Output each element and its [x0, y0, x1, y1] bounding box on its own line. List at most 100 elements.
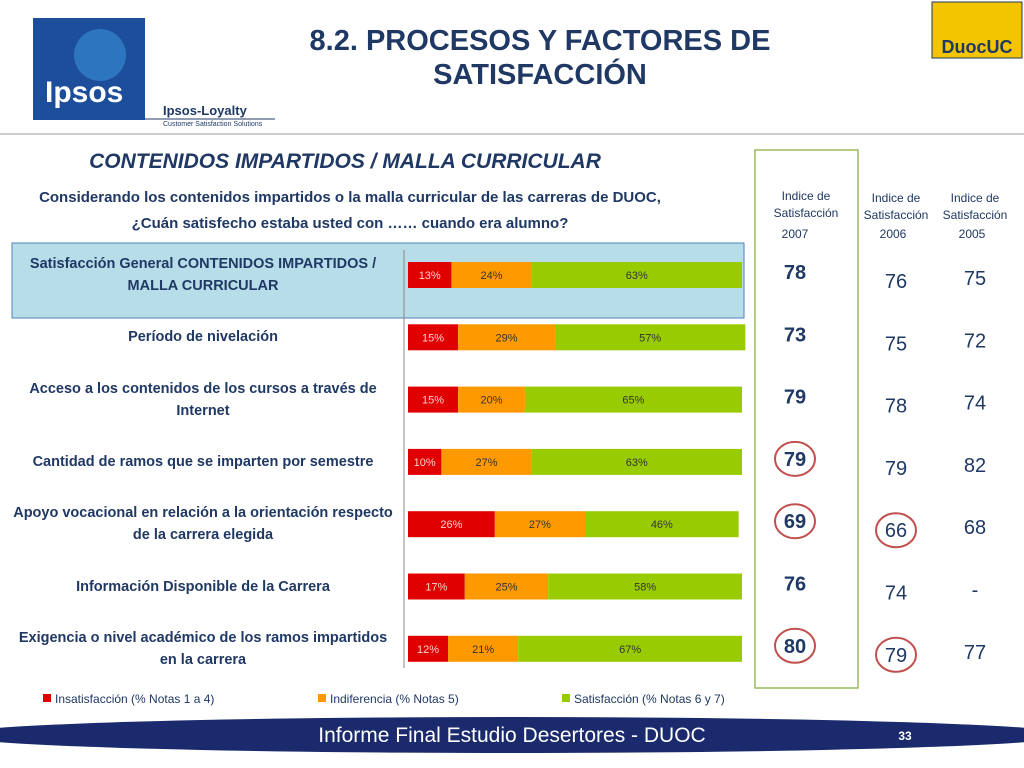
category-label: Exigencia o nivel académico de los ramos…: [18, 629, 388, 668]
index-value: 68: [964, 517, 986, 539]
index-value: 75: [885, 333, 907, 355]
value-label: 57%: [639, 332, 661, 344]
bar-segment: [448, 635, 519, 662]
legend-swatch: [318, 694, 326, 702]
index-value: 75: [964, 268, 986, 290]
bar-segment: [494, 511, 586, 538]
highlight-circle: [774, 503, 816, 540]
index-value: 77: [964, 642, 986, 664]
duoc-logo: [931, 1, 1023, 59]
index-value: 79: [885, 458, 907, 480]
bar-segment: [585, 511, 739, 538]
value-label: 15%: [422, 332, 444, 344]
index-value: 82: [964, 455, 986, 477]
value-label: 25%: [496, 582, 518, 594]
question: Considerando los contenidos impartidos o…: [39, 189, 661, 232]
logo-tagline: Customer Satisfaction Solutions: [163, 121, 263, 128]
index-value: 66: [885, 520, 907, 542]
highlight-circle: [875, 636, 917, 673]
index-value: 74: [964, 393, 986, 415]
bar-segment: [441, 448, 532, 475]
index-value: 73: [784, 324, 806, 346]
category-label: Información Disponible de la Carrera: [76, 578, 330, 595]
category-label: Cantidad de ramos que se imparten por se…: [32, 453, 374, 470]
bar-segment: [408, 573, 465, 600]
bar-segment: [408, 262, 452, 288]
legend-swatch: [562, 694, 570, 702]
value-label: 13%: [419, 270, 441, 282]
category-label: Apoyo vocacional en relación a la orient…: [13, 505, 393, 544]
bar-segment: [458, 386, 525, 413]
value-label: 15%: [422, 395, 444, 407]
highlight-circle: [774, 627, 816, 664]
column-box: [754, 149, 859, 689]
category-label: Acceso a los contenidos de los cursos a …: [29, 380, 377, 419]
value-label: 63%: [626, 270, 648, 282]
category-label: Satisfacción General CONTENIDOS IMPARTID…: [29, 256, 377, 294]
index-value: 69: [784, 511, 806, 533]
value-label: 58%: [634, 582, 656, 594]
value-label: 46%: [651, 519, 673, 531]
column-header: Indice de Satisfacción: [863, 191, 929, 222]
bar-segment: [451, 262, 532, 288]
duoc-text: DuocUC: [942, 37, 1013, 57]
column-year: 2006: [880, 227, 907, 241]
value-label: 65%: [622, 395, 644, 407]
value-label: 20%: [480, 395, 502, 407]
category-label: Período de nivelación: [128, 329, 278, 346]
bar-segment: [408, 511, 495, 538]
value-label: 24%: [480, 270, 502, 282]
bar-segment: [531, 448, 742, 475]
footer-text: Informe Final Estudio Desertores - DUOC: [318, 724, 705, 747]
highlight-circle: [875, 512, 917, 549]
bar-segment: [408, 448, 442, 475]
bar-segment: [408, 635, 449, 662]
value-label: 26%: [440, 519, 462, 531]
legend-swatch: [43, 694, 51, 702]
value-label: 17%: [425, 582, 447, 594]
value-label: 63%: [626, 457, 648, 469]
value-label: 10%: [414, 457, 436, 469]
legend-label: Insatisfacción (% Notas 1 a 4): [55, 692, 214, 706]
bar-segment: [408, 386, 459, 413]
value-label: 27%: [475, 457, 497, 469]
legend-label: Satisfacción (% Notas 6 y 7): [574, 692, 725, 706]
bar-segment: [524, 386, 742, 413]
value-label: 27%: [529, 519, 551, 531]
column-year: 2005: [959, 227, 986, 241]
index-value: 72: [964, 330, 986, 352]
bar-segment: [548, 573, 742, 600]
index-value: 79: [784, 387, 806, 409]
page-number: 33: [898, 729, 912, 743]
bar-segment: [408, 324, 459, 351]
index-value: 78: [784, 262, 806, 284]
value-label: 12%: [417, 644, 439, 656]
index-value: 80: [784, 636, 806, 658]
index-value: 76: [784, 574, 806, 596]
index-value: 78: [885, 396, 907, 418]
value-label: 21%: [472, 644, 494, 656]
bar-segment: [458, 324, 555, 351]
bar-segment: [518, 635, 742, 662]
index-value: 79: [885, 645, 907, 667]
bar-segment: [554, 324, 746, 351]
bar-segment: [531, 262, 742, 288]
value-label: 29%: [496, 332, 518, 344]
index-value: 79: [784, 449, 806, 471]
legend-label: Indiferencia (% Notas 5): [330, 692, 459, 706]
logo-text: Ipsos: [45, 76, 123, 109]
chart-title: CONTENIDOS IMPARTIDOS / MALLA CURRICULAR: [89, 150, 601, 173]
column-year: 2007: [782, 227, 809, 241]
highlight-circle: [774, 440, 816, 477]
column-header: Indice de Satisfacción: [773, 189, 839, 220]
bar-segment: [464, 573, 549, 600]
footer-band: [0, 717, 1024, 753]
logo-brand: Ipsos-Loyalty: [163, 103, 248, 118]
column-header: Indice de Satisfacción: [942, 191, 1008, 222]
slide-title: 8.2. PROCESOS Y FACTORES DE SATISFACCIÓN: [309, 25, 771, 91]
index-value: -: [972, 580, 979, 602]
value-label: 67%: [619, 644, 641, 656]
logo-head: [74, 29, 126, 81]
